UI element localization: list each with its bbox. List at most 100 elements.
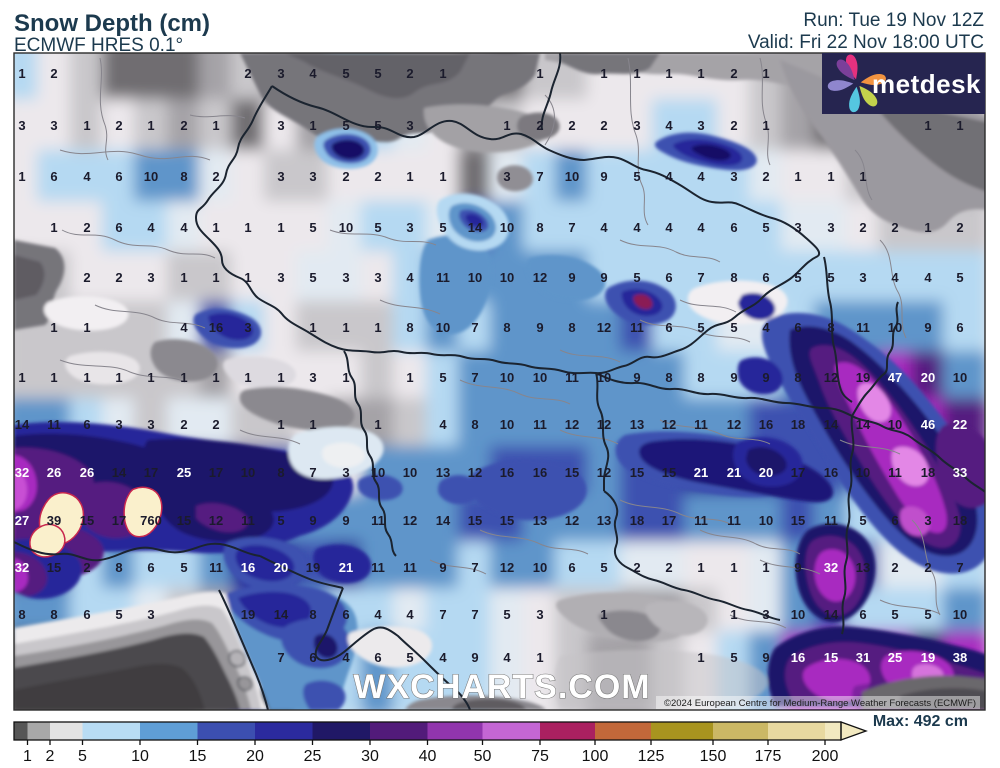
svg-text:11: 11 xyxy=(403,560,417,575)
svg-text:10: 10 xyxy=(791,607,805,622)
svg-text:9: 9 xyxy=(536,320,543,335)
svg-text:2: 2 xyxy=(83,220,90,235)
svg-text:1: 1 xyxy=(309,320,316,335)
svg-text:4: 4 xyxy=(180,320,188,335)
svg-text:10: 10 xyxy=(953,370,967,385)
svg-text:8: 8 xyxy=(568,320,575,335)
svg-text:11: 11 xyxy=(694,417,708,432)
svg-text:4: 4 xyxy=(83,169,91,184)
svg-text:1: 1 xyxy=(697,650,704,665)
svg-text:4: 4 xyxy=(406,607,414,622)
svg-text:4: 4 xyxy=(439,417,447,432)
svg-text:4: 4 xyxy=(924,270,932,285)
svg-text:5: 5 xyxy=(406,650,413,665)
svg-text:2: 2 xyxy=(212,169,219,184)
svg-text:5: 5 xyxy=(762,220,769,235)
svg-text:15: 15 xyxy=(565,465,579,480)
svg-text:15: 15 xyxy=(47,560,61,575)
svg-text:12: 12 xyxy=(533,270,547,285)
svg-text:7: 7 xyxy=(536,169,543,184)
svg-text:7: 7 xyxy=(697,270,704,285)
svg-text:5: 5 xyxy=(342,118,349,133)
svg-text:6: 6 xyxy=(50,169,57,184)
svg-text:75: 75 xyxy=(531,748,549,765)
svg-text:7: 7 xyxy=(277,650,284,665)
svg-text:12: 12 xyxy=(597,320,611,335)
svg-text:9: 9 xyxy=(633,370,640,385)
svg-text:1: 1 xyxy=(180,370,187,385)
svg-text:WXCHARTS.COM: WXCHARTS.COM xyxy=(353,668,650,706)
svg-text:1: 1 xyxy=(212,220,219,235)
svg-text:1: 1 xyxy=(730,607,737,622)
svg-text:1: 1 xyxy=(244,220,251,235)
svg-text:1: 1 xyxy=(83,118,90,133)
svg-text:11: 11 xyxy=(694,513,708,528)
svg-text:1: 1 xyxy=(600,66,607,81)
svg-text:150: 150 xyxy=(700,748,727,765)
svg-text:3: 3 xyxy=(503,169,510,184)
svg-text:18: 18 xyxy=(953,513,967,528)
svg-text:1: 1 xyxy=(439,66,446,81)
svg-text:18: 18 xyxy=(630,513,644,528)
svg-text:6: 6 xyxy=(83,417,90,432)
svg-text:3: 3 xyxy=(309,370,316,385)
svg-text:8: 8 xyxy=(406,320,413,335)
svg-text:1: 1 xyxy=(147,370,154,385)
svg-text:3: 3 xyxy=(827,220,834,235)
svg-text:21: 21 xyxy=(727,465,741,480)
svg-text:12: 12 xyxy=(209,513,223,528)
svg-text:3: 3 xyxy=(374,270,381,285)
svg-text:9: 9 xyxy=(568,270,575,285)
svg-text:10: 10 xyxy=(339,220,353,235)
svg-text:9: 9 xyxy=(309,513,316,528)
svg-text:12: 12 xyxy=(565,513,579,528)
svg-text:200: 200 xyxy=(812,748,839,765)
svg-text:1: 1 xyxy=(277,370,284,385)
svg-text:11: 11 xyxy=(241,513,255,528)
svg-text:3: 3 xyxy=(406,220,413,235)
svg-text:3: 3 xyxy=(536,607,543,622)
svg-text:1: 1 xyxy=(18,169,25,184)
svg-text:20: 20 xyxy=(921,370,935,385)
svg-text:11: 11 xyxy=(727,513,741,528)
svg-text:33: 33 xyxy=(953,465,967,480)
svg-text:8: 8 xyxy=(536,220,543,235)
svg-text:18: 18 xyxy=(791,417,805,432)
svg-text:25: 25 xyxy=(304,748,322,765)
svg-text:4: 4 xyxy=(342,650,350,665)
svg-text:16: 16 xyxy=(824,465,838,480)
svg-text:3: 3 xyxy=(762,607,769,622)
svg-text:1: 1 xyxy=(309,118,316,133)
svg-text:1: 1 xyxy=(212,118,219,133)
svg-text:1: 1 xyxy=(956,118,963,133)
svg-text:10: 10 xyxy=(856,465,870,480)
svg-text:3: 3 xyxy=(147,607,154,622)
svg-text:2: 2 xyxy=(115,270,122,285)
svg-text:1: 1 xyxy=(212,370,219,385)
svg-text:2: 2 xyxy=(600,118,607,133)
svg-text:2: 2 xyxy=(762,169,769,184)
svg-text:12: 12 xyxy=(500,560,514,575)
svg-text:2: 2 xyxy=(891,220,898,235)
svg-text:10: 10 xyxy=(500,370,514,385)
svg-text:5: 5 xyxy=(730,320,737,335)
svg-text:1: 1 xyxy=(697,66,704,81)
svg-text:15: 15 xyxy=(189,748,207,765)
svg-text:125: 125 xyxy=(638,748,665,765)
svg-text:3: 3 xyxy=(406,118,413,133)
svg-text:31: 31 xyxy=(856,650,870,665)
svg-text:27: 27 xyxy=(15,513,29,528)
svg-text:©2024 European Centre for Medi: ©2024 European Centre for Medium-Range W… xyxy=(664,698,976,709)
svg-text:5: 5 xyxy=(633,169,640,184)
svg-text:16: 16 xyxy=(533,465,547,480)
svg-text:6: 6 xyxy=(309,650,316,665)
svg-text:2: 2 xyxy=(342,169,349,184)
svg-text:21: 21 xyxy=(694,465,708,480)
svg-text:15: 15 xyxy=(80,513,94,528)
svg-text:8: 8 xyxy=(309,607,316,622)
svg-text:12: 12 xyxy=(468,465,482,480)
svg-text:14: 14 xyxy=(15,417,30,432)
svg-text:1: 1 xyxy=(374,417,381,432)
svg-text:13: 13 xyxy=(856,560,870,575)
svg-text:1: 1 xyxy=(406,169,413,184)
